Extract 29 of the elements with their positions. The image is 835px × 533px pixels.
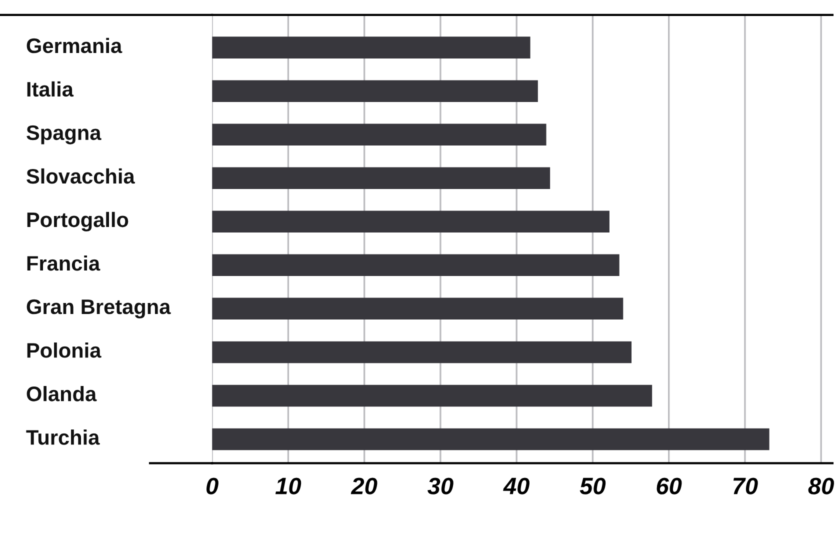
y-tick-label: Turchia: [26, 430, 100, 445]
x-tick-label: 80: [808, 478, 834, 494]
bar: [212, 36, 530, 58]
y-tick-label: Olanda: [26, 386, 97, 402]
x-tick-label: 60: [656, 478, 682, 494]
y-tick-label: Gran Bretagna: [26, 299, 171, 318]
x-tick-label: 70: [733, 478, 758, 494]
x-tick-label: 0: [206, 478, 218, 494]
y-tick-label: Francia: [27, 255, 100, 271]
bar: [212, 341, 632, 364]
bar: [212, 80, 538, 102]
bar: [212, 428, 770, 450]
bar: [212, 167, 550, 190]
bar: [212, 298, 624, 320]
bar: [212, 384, 652, 407]
x-tick-label: 50: [580, 478, 606, 494]
bar: [212, 124, 546, 146]
bar: [212, 210, 610, 233]
y-tick-label: Slovacchia: [26, 168, 135, 184]
bar: [212, 254, 620, 276]
y-tick-label: Italia: [27, 81, 74, 97]
x-tick-label: 40: [503, 478, 530, 494]
x-tick-label: 30: [428, 478, 454, 494]
y-tick-label: Germania: [26, 38, 122, 54]
y-tick-label: Portogallo: [27, 212, 128, 232]
x-tick-label: 20: [350, 478, 378, 494]
x-tick-label: 10: [275, 478, 302, 494]
y-tick-label: Spagna: [26, 125, 102, 144]
y-tick-label: Polonia: [27, 342, 102, 358]
